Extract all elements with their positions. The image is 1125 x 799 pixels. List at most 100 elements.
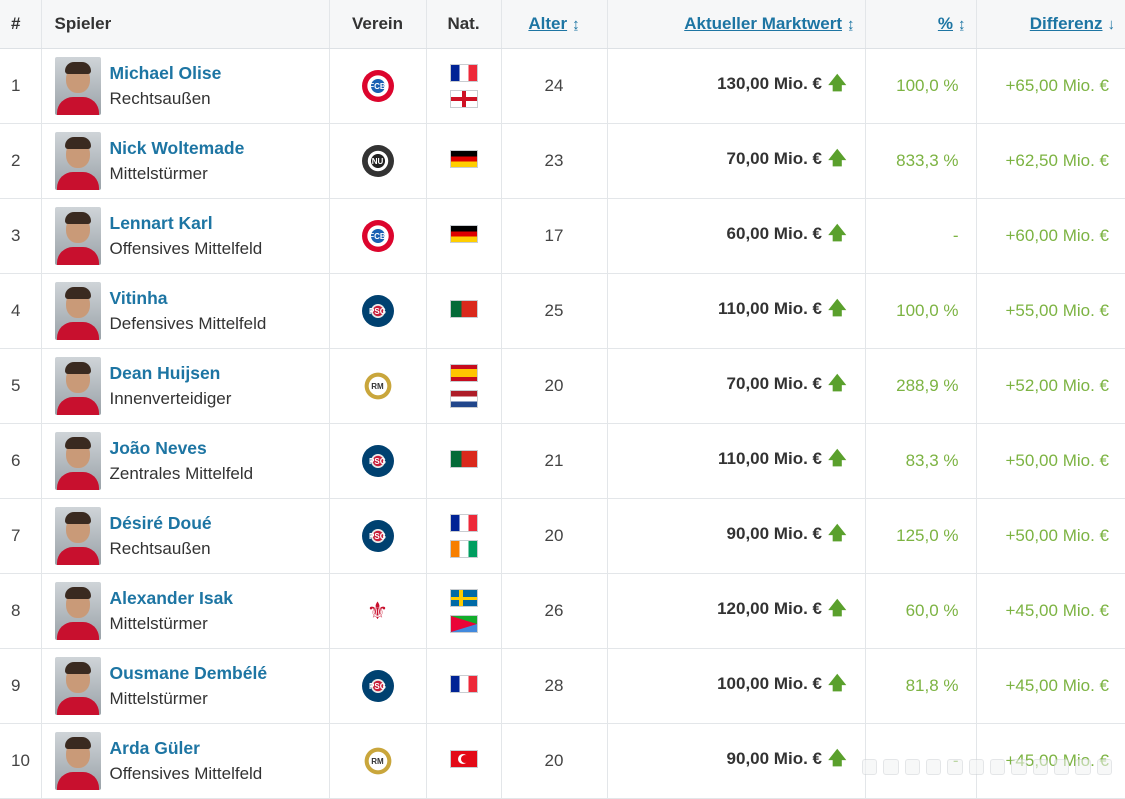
player-photo[interactable] — [54, 657, 101, 715]
sort-market-value-link[interactable]: Aktueller Marktwert — [684, 14, 842, 33]
trend-up-icon: 🡅 — [827, 223, 847, 243]
percent-cell: 100,0 % — [865, 48, 977, 124]
psg-crest-icon[interactable]: PSG — [361, 295, 394, 327]
player-photo[interactable] — [54, 207, 101, 265]
player-cell: Michael Olise Rechtsaußen — [41, 48, 330, 124]
market-value[interactable]: 70,00 Mio. € — [726, 149, 822, 168]
sort-icon[interactable]: ↨ — [958, 16, 966, 33]
market-value-cell: 120,00 Mio. € 🡅 — [607, 573, 866, 649]
psg-crest-icon[interactable]: PSG — [361, 445, 394, 477]
header-age[interactable]: Alter ↨ — [501, 0, 608, 49]
header-market-value[interactable]: Aktueller Marktwert ↨ — [607, 0, 866, 49]
player-position: Rechtsaußen — [109, 538, 211, 558]
table-row: 3 Lennart Karl Offensives Mittelfeld FCB… — [0, 198, 1125, 274]
player-name-link[interactable]: Désiré Doué — [109, 513, 212, 534]
sort-percent-link[interactable]: % — [937, 14, 953, 33]
rank: 3 — [11, 226, 21, 245]
difference-cell: +65,00 Mio. € — [976, 48, 1125, 124]
age: 23 — [544, 151, 564, 170]
real-madrid-crest-icon[interactable]: RM — [361, 370, 394, 402]
player-name-link[interactable]: João Neves — [109, 438, 207, 459]
player-position: Mittelstürmer — [109, 163, 208, 183]
player-photo[interactable] — [54, 732, 101, 790]
market-value[interactable]: 100,00 Mio. € — [717, 674, 822, 693]
liverpool-crest-icon[interactable]: ⚜ — [366, 597, 389, 625]
market-value[interactable]: 120,00 Mio. € — [717, 599, 822, 618]
table-row: 8 Alexander Isak Mittelstürmer ⚜ 26 120,… — [0, 573, 1125, 649]
header-difference[interactable]: Differenz ↓ — [976, 0, 1125, 49]
header-rank: # — [0, 0, 42, 49]
player-photo[interactable] — [54, 132, 101, 190]
nationality-cell — [426, 48, 502, 124]
fc-bayern-crest-icon[interactable]: FCB — [361, 220, 394, 252]
player-name-link[interactable]: Arda Güler — [109, 738, 200, 759]
player-cell: Arda Güler Offensives Mittelfeld — [41, 723, 330, 799]
player-photo[interactable] — [54, 57, 101, 115]
fc-bayern-crest-icon[interactable]: FCB — [361, 70, 394, 102]
market-value[interactable]: 60,00 Mio. € — [726, 224, 822, 243]
sort-desc-icon[interactable]: ↓ — [1107, 16, 1116, 33]
player-position: Mittelstürmer — [109, 688, 208, 708]
newcastle-crest-icon[interactable]: NU — [361, 145, 394, 177]
real-madrid-crest-icon[interactable]: RM — [361, 745, 394, 777]
age: 25 — [544, 301, 564, 320]
market-value-cell: 70,00 Mio. € 🡅 — [607, 123, 866, 199]
trend-up-icon: 🡅 — [827, 598, 847, 618]
table-row: 10 Arda Güler Offensives Mittelfeld RM 2… — [0, 723, 1125, 799]
player-photo[interactable] — [54, 432, 101, 490]
player-name-link[interactable]: Nick Woltemade — [109, 138, 245, 159]
difference-cell: +55,00 Mio. € — [976, 273, 1125, 349]
player-name-link[interactable]: Vitinha — [109, 288, 168, 309]
player-name-link[interactable]: Michael Olise — [109, 63, 222, 84]
market-value-cell: 110,00 Mio. € 🡅 — [607, 273, 866, 349]
rank-cell: 7 — [0, 498, 42, 574]
rank-cell: 4 — [0, 273, 42, 349]
market-value[interactable]: 130,00 Mio. € — [717, 74, 822, 93]
market-value[interactable]: 110,00 Mio. € — [718, 299, 822, 318]
trend-up-icon: 🡅 — [827, 448, 847, 468]
player-name-link[interactable]: Alexander Isak — [109, 588, 234, 609]
age-cell: 20 — [501, 723, 608, 799]
market-value-cell: 100,00 Mio. € 🡅 — [607, 648, 866, 724]
header-percent[interactable]: % ↨ — [865, 0, 977, 49]
percent-change: 288,9 % — [896, 376, 959, 395]
age-cell: 24 — [501, 48, 608, 124]
age: 20 — [544, 376, 564, 395]
psg-crest-icon[interactable]: PSG — [361, 520, 394, 552]
player-photo[interactable] — [54, 507, 101, 565]
flag-icon — [449, 449, 478, 468]
market-value[interactable]: 90,00 Mio. € — [726, 749, 822, 768]
player-photo[interactable] — [54, 282, 101, 340]
header-player: Spieler — [41, 0, 330, 49]
trend-up-icon: 🡅 — [827, 298, 847, 318]
difference-cell: +62,50 Mio. € — [976, 123, 1125, 199]
trend-up-icon: 🡅 — [827, 373, 847, 393]
sort-icon[interactable]: ↨ — [572, 16, 580, 33]
flag-icon — [449, 64, 478, 82]
age: 20 — [544, 526, 564, 545]
player-photo[interactable] — [54, 357, 101, 415]
sort-difference-link[interactable]: Differenz — [1029, 14, 1103, 33]
player-name-link[interactable]: Dean Huijsen — [109, 363, 221, 384]
player-cell: Lennart Karl Offensives Mittelfeld — [41, 198, 330, 274]
market-value[interactable]: 90,00 Mio. € — [726, 524, 822, 543]
age: 21 — [544, 451, 564, 470]
sort-age-link[interactable]: Alter — [528, 14, 568, 33]
market-value-cell: 110,00 Mio. € 🡅 — [607, 423, 866, 499]
player-name-link[interactable]: Ousmane Dembélé — [109, 663, 268, 684]
player-cell: Désiré Doué Rechtsaußen — [41, 498, 330, 574]
table-row: 4 Vitinha Defensives Mittelfeld PSG 25 1… — [0, 273, 1125, 349]
sort-icon[interactable]: ↨ — [847, 16, 855, 33]
club-cell: FCB — [329, 198, 427, 274]
trend-up-icon: 🡅 — [827, 148, 847, 168]
psg-crest-icon[interactable]: PSG — [361, 670, 394, 702]
percent-change: 100,0 % — [896, 301, 959, 320]
rank-cell: 1 — [0, 48, 42, 124]
market-value[interactable]: 70,00 Mio. € — [726, 374, 822, 393]
player-name-link[interactable]: Lennart Karl — [109, 213, 213, 234]
market-value[interactable]: 110,00 Mio. € — [718, 449, 822, 468]
difference-cell: +60,00 Mio. € — [976, 198, 1125, 274]
player-photo[interactable] — [54, 582, 101, 640]
rank: 4 — [11, 301, 21, 320]
rank-cell: 3 — [0, 198, 42, 274]
